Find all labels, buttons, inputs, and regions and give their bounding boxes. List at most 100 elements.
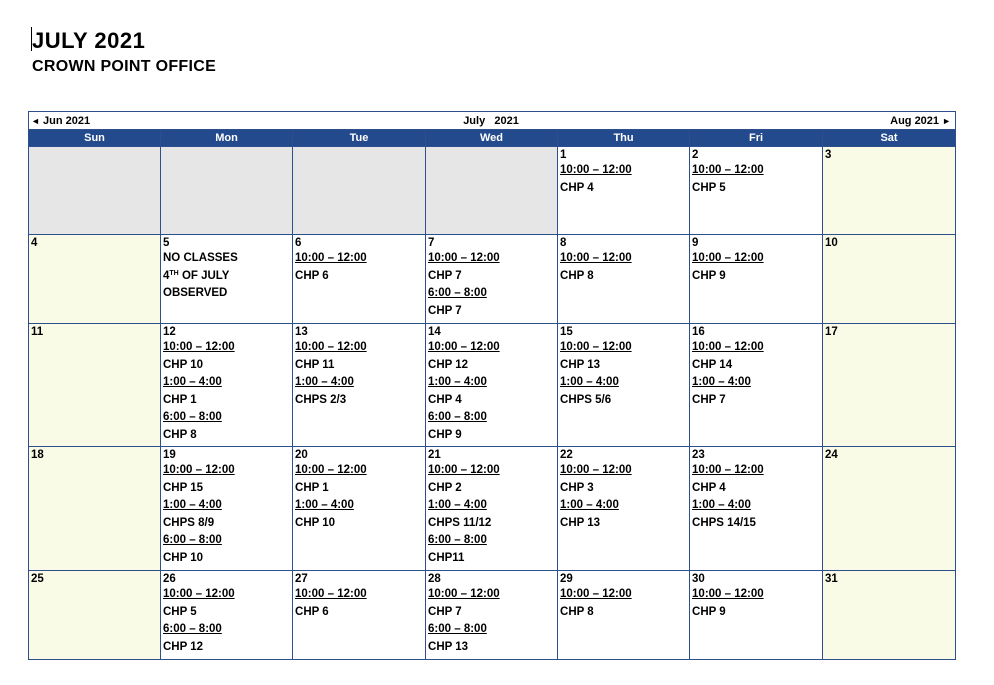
session-time: 10:00 – 12:00 [163,464,235,476]
session-time: 1:00 – 4:00 [428,499,487,511]
session-label: CHP 9 [692,269,726,282]
day-number: 28 [428,573,441,585]
session-label: CHP 13 [560,516,601,529]
day-cell: 2 10:00 – 12:00 CHP 5 [689,146,824,235]
weekday-header: Wed [425,129,559,147]
session-label: CHP 12 [428,358,469,371]
session-label-line: CHPS 11/12 [428,515,555,533]
next-month-link[interactable]: Aug 2021 ► [890,115,951,127]
session-time: 10:00 – 12:00 [163,588,235,600]
day-number: 6 [295,237,302,249]
session-time: 6:00 – 8:00 [163,623,222,635]
session-time-line: 10:00 – 12:00 [560,162,687,180]
calendar-grid: ◄ Jun 2021 July 2021 Aug 2021 ► Sun Mon … [27,111,957,660]
session-label: CHP 10 [163,358,204,371]
session-label: CHP 12 [163,640,204,653]
day-number: 9 [692,237,699,249]
session-time-line: 10:00 – 12:00 [560,250,687,268]
day-cell: 22 10:00 – 12:00 CHP 3 1:00 – 4:00 CHP 13 [557,446,691,571]
day-cell: 13 10:00 – 12:00 CHP 11 1:00 – 4:00 CHPS 2/3 [292,323,427,447]
session-time-line: 6:00 – 8:00 [428,285,555,303]
day-number: 2 [692,149,699,161]
note-text: 4 [163,269,170,282]
session-time: 10:00 – 12:00 [295,588,367,600]
session-label-line: CHP 1 [163,392,290,410]
ordinal-superscript: TH [169,269,179,277]
session-time: 1:00 – 4:00 [692,499,751,511]
session-time-line: 10:00 – 12:00 [163,462,290,480]
session-time-line: 10:00 – 12:00 [692,339,820,357]
day-number: 23 [692,449,705,461]
session-label: CHP 6 [295,269,329,282]
session-time: 10:00 – 12:00 [692,252,764,264]
session-label-line: CHP 8 [560,268,687,286]
session-time: 10:00 – 12:00 [692,588,764,600]
day-number: 16 [692,326,705,338]
session-time-line: 1:00 – 4:00 [692,497,820,515]
session-label-line: CHP 7 [428,303,555,321]
note-text: OF JULY [178,269,230,282]
weekday-header: Fri [689,129,824,147]
day-cell: 10 [822,234,957,324]
session-time-line: 6:00 – 8:00 [428,409,555,427]
session-time: 10:00 – 12:00 [560,588,632,600]
day-cell: 24 [822,446,957,571]
session-label-line: CHP 1 [295,480,423,498]
day-number: 20 [295,449,308,461]
weekday-header: Thu [557,129,691,147]
session-label: CHP 13 [428,640,469,653]
day-number: 31 [825,573,838,585]
session-time: 1:00 – 4:00 [428,376,487,388]
session-label: CHP 1 [295,481,329,494]
session-label-line: CHP 9 [692,268,820,286]
session-time-line: 6:00 – 8:00 [163,532,290,550]
session-label-line: CHP 2 [428,480,555,498]
session-time-line: 10:00 – 12:00 [295,586,423,604]
day-cell: 8 10:00 – 12:00 CHP 8 [557,234,691,324]
session-label: CHP 6 [295,605,329,618]
day-cell: 31 [822,570,957,660]
prev-month-link[interactable]: ◄ Jun 2021 [31,115,90,127]
session-time-line: 10:00 – 12:00 [560,339,687,357]
session-time-line: 10:00 – 12:00 [560,462,687,480]
session-label: CHP 15 [163,481,204,494]
session-label-line: CHP 5 [163,604,290,622]
session-label: CHP 4 [560,181,594,194]
session-label: CHP 7 [692,393,726,406]
session-time-line: 1:00 – 4:00 [428,497,555,515]
session-label: NO CLASSES [163,252,238,264]
session-time-line: 10:00 – 12:00 [692,162,820,180]
day-number: 17 [825,326,838,338]
session-label: CHP 7 [428,304,462,317]
day-number: 24 [825,449,838,461]
session-time: 10:00 – 12:00 [560,341,632,353]
session-label: CHP 8 [163,428,197,441]
calendar-week-row: 11 12 10:00 – 12:00 CHP 10 1:00 – 4:00 CHP 1 6… [28,323,957,447]
session-label-line: CHP 14 [692,357,820,375]
day-number: 26 [163,573,176,585]
session-label: CHPS 5/6 [560,393,612,406]
day-number: 30 [692,573,705,585]
session-label: CHP 7 [428,269,462,282]
day-cell: 19 10:00 – 12:00 CHP 15 1:00 – 4:00 CHPS 8/9… [159,446,294,571]
session-label-line: NO CLASSES [163,250,290,268]
session-time-line: 1:00 – 4:00 [560,374,687,392]
session-label: CHP 4 [692,481,726,494]
session-label-line: CHP 7 [428,604,555,622]
session-time-line: 1:00 – 4:00 [692,374,820,392]
session-label-line: CHP 10 [163,550,290,568]
session-time-line: 6:00 – 8:00 [428,532,555,550]
session-time-line: 10:00 – 12:00 [163,586,290,604]
session-label: CHP 4 [428,393,462,406]
day-number: 11 [31,326,44,338]
day-cell: 14 10:00 – 12:00 CHP 12 1:00 – 4:00 CHP 4 6:0… [425,323,559,447]
day-cell: 23 10:00 – 12:00 CHP 4 1:00 – 4:00 CHPS 14/1… [689,446,824,571]
day-cell: 17 [822,323,957,447]
day-cell: 6 10:00 – 12:00 CHP 6 [292,234,427,324]
session-label: CHP 7 [428,605,462,618]
session-time: 6:00 – 8:00 [163,534,222,546]
session-time: 10:00 – 12:00 [560,252,632,264]
session-label-line: CHP 8 [163,427,290,445]
day-number: 13 [295,326,308,338]
session-label-line: CHP 9 [428,427,555,445]
